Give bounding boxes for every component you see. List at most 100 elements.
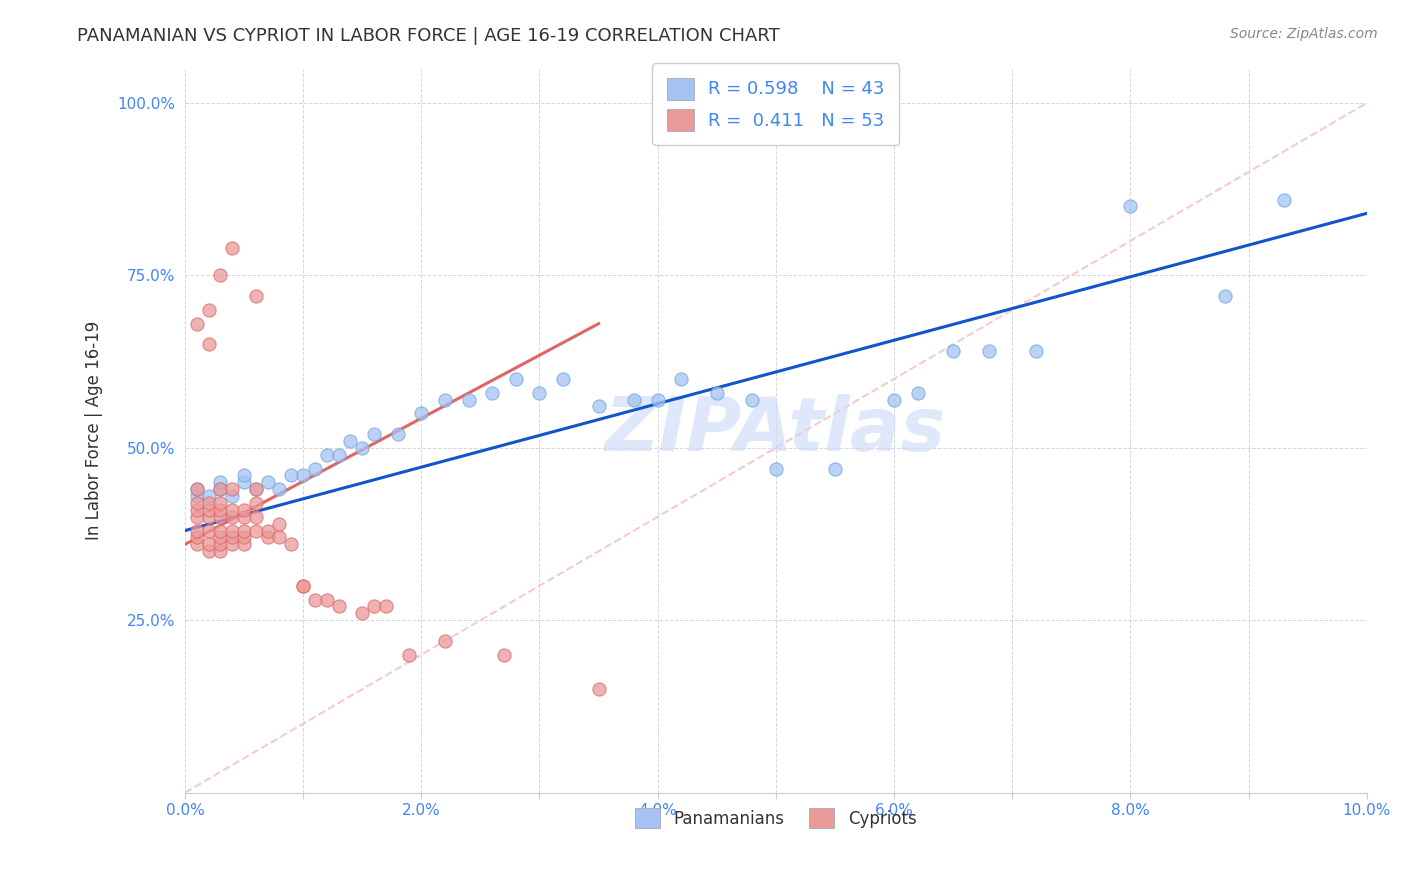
Point [233, 537, 256, 551]
Point [209, 531, 232, 545]
Point [221, 489, 243, 503]
Point [553, 372, 575, 386]
Point [233, 475, 256, 490]
Point [186, 531, 208, 545]
Point [209, 482, 232, 496]
Point [221, 524, 243, 538]
Point [588, 682, 610, 697]
Point [256, 531, 278, 545]
Point [339, 434, 361, 448]
Y-axis label: In Labor Force | Age 16-19: In Labor Force | Age 16-19 [86, 321, 103, 541]
Point [280, 468, 302, 483]
Point [197, 503, 219, 517]
Point [245, 289, 267, 303]
Point [1213, 289, 1236, 303]
Point [186, 482, 208, 496]
Point [209, 509, 232, 524]
Point [292, 579, 315, 593]
Point [907, 385, 929, 400]
Point [977, 344, 1000, 359]
Point [352, 607, 374, 621]
Point [221, 503, 243, 517]
Point [529, 385, 551, 400]
Point [671, 372, 693, 386]
Text: ZIPAtlas: ZIPAtlas [606, 394, 946, 467]
Point [221, 241, 243, 255]
Point [269, 531, 291, 545]
Point [588, 400, 610, 414]
Point [883, 392, 905, 407]
Point [209, 475, 232, 490]
Point [304, 461, 326, 475]
Point [269, 482, 291, 496]
Point [245, 509, 267, 524]
Point [706, 385, 728, 400]
Point [741, 392, 763, 407]
Point [209, 482, 232, 496]
Point [269, 516, 291, 531]
Point [221, 482, 243, 496]
Point [209, 537, 232, 551]
Point [209, 544, 232, 558]
Point [221, 531, 243, 545]
Point [197, 302, 219, 317]
Point [197, 524, 219, 538]
Point [186, 482, 208, 496]
Point [398, 648, 420, 662]
Point [363, 599, 385, 614]
Point [197, 489, 219, 503]
Point [374, 599, 396, 614]
Point [186, 496, 208, 510]
Point [186, 509, 208, 524]
Point [280, 537, 302, 551]
Point [209, 268, 232, 283]
Point [197, 496, 219, 510]
Point [315, 448, 337, 462]
Point [1025, 344, 1047, 359]
Point [492, 648, 515, 662]
Point [363, 427, 385, 442]
Point [233, 524, 256, 538]
Point [481, 385, 503, 400]
Point [292, 468, 315, 483]
Point [328, 599, 350, 614]
Point [221, 537, 243, 551]
Point [186, 489, 208, 503]
Point [433, 634, 456, 648]
Point [233, 531, 256, 545]
Point [209, 503, 232, 517]
Point [197, 544, 219, 558]
Point [647, 392, 669, 407]
Point [433, 392, 456, 407]
Point [1119, 199, 1142, 213]
Point [457, 392, 479, 407]
Point [765, 461, 787, 475]
Point [221, 509, 243, 524]
Point [197, 337, 219, 351]
Point [328, 448, 350, 462]
Point [197, 537, 219, 551]
Point [505, 372, 527, 386]
Point [186, 524, 208, 538]
Point [256, 475, 278, 490]
Point [233, 509, 256, 524]
Point [304, 592, 326, 607]
Point [387, 427, 409, 442]
Point [209, 524, 232, 538]
Point [411, 406, 433, 420]
Point [233, 468, 256, 483]
Point [352, 441, 374, 455]
Point [315, 592, 337, 607]
Text: PANAMANIAN VS CYPRIOT IN LABOR FORCE | AGE 16-19 CORRELATION CHART: PANAMANIAN VS CYPRIOT IN LABOR FORCE | A… [77, 27, 780, 45]
Point [233, 503, 256, 517]
Point [1272, 193, 1295, 207]
Point [942, 344, 965, 359]
Point [186, 537, 208, 551]
Point [245, 482, 267, 496]
Point [197, 509, 219, 524]
Legend: Panamanians, Cypriots: Panamanians, Cypriots [628, 801, 924, 835]
Point [623, 392, 645, 407]
Text: Source: ZipAtlas.com: Source: ZipAtlas.com [1230, 27, 1378, 41]
Point [256, 524, 278, 538]
Point [245, 482, 267, 496]
